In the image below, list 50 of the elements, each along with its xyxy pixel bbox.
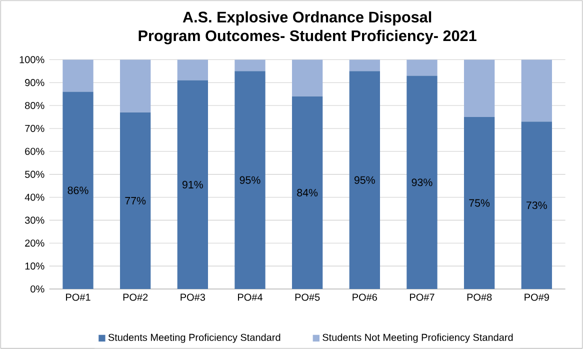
y-tick-label: 60%: [25, 148, 44, 155]
bar: [406, 76, 438, 289]
bar: [464, 60, 495, 117]
y-tick-label: 20%: [25, 240, 44, 247]
legend-label: Students Not Meeting Proficiency Standard: [322, 334, 513, 343]
bar: [177, 60, 208, 80]
y-tick-label: 40%: [24, 194, 44, 201]
bar: [120, 112, 151, 289]
y-tick-label: 90%: [25, 79, 44, 86]
data-label: 75%: [469, 199, 490, 207]
bar: [234, 71, 266, 289]
bar: [177, 80, 208, 289]
y-tick-label: 70%: [25, 124, 44, 132]
bar: [120, 60, 151, 112]
data-label: 86%: [68, 186, 88, 194]
bar: [292, 60, 323, 96]
data-label: 95%: [240, 176, 260, 184]
x-tick-label: PO#2: [123, 294, 148, 301]
x-tick-label: PO#1: [66, 294, 90, 301]
bar: [62, 92, 94, 289]
bar: [521, 122, 552, 289]
y-tick-label: 30%: [24, 216, 44, 224]
chart-title: A.S. Explosive Ordnance Disposal Program Outcomes- Student Proficiency- 2021: [138, 11, 476, 44]
x-tick-label: PO#3: [180, 294, 206, 301]
data-label: 95%: [354, 176, 375, 184]
bar: [464, 116, 495, 289]
data-label: 91%: [182, 180, 203, 188]
x-tick-label: PO#4: [238, 294, 262, 301]
x-tick-label: PO#8: [467, 294, 492, 301]
y-tick-label: 10%: [25, 262, 44, 270]
bar: [349, 60, 380, 72]
x-tick-label: PO#9: [524, 294, 549, 301]
bar: [521, 60, 552, 122]
bar: [292, 96, 323, 289]
bar: [406, 60, 438, 76]
x-tick-label: PO#6: [352, 294, 378, 301]
y-tick-label: 0%: [30, 285, 44, 293]
data-label: 77%: [125, 196, 146, 204]
data-label: 84%: [297, 188, 318, 196]
data-label: 93%: [412, 178, 432, 186]
bar: [349, 71, 380, 289]
x-tick-label: PO#7: [410, 294, 434, 301]
bar: [62, 60, 94, 92]
legend-label: Students Meeting Proficiency Standard: [108, 334, 280, 343]
x-tick-label: PO#5: [295, 294, 320, 301]
data-label: 73%: [526, 202, 547, 210]
bar: [234, 60, 266, 72]
y-tick-label: 100%: [20, 56, 44, 64]
y-tick-label: 50%: [25, 170, 44, 178]
y-tick-label: 80%: [25, 102, 44, 110]
